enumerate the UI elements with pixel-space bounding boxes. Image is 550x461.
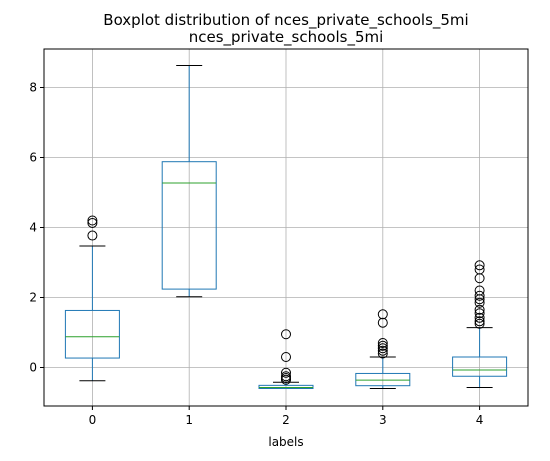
y-tick-label: 2 <box>29 291 37 305</box>
outlier-point <box>474 304 485 315</box>
x-tick-label: 1 <box>185 413 193 427</box>
outlier-point <box>377 340 388 351</box>
x-tick-label: 2 <box>282 413 290 427</box>
y-tick-label: 4 <box>29 221 37 235</box>
outlier-point <box>377 317 388 328</box>
box-group-4 <box>452 260 508 388</box>
outlier-point <box>377 345 388 356</box>
y-tick-label: 0 <box>29 361 37 375</box>
iqr-box <box>355 372 411 387</box>
iqr-box <box>452 356 508 377</box>
chart-suptitle: Boxplot distribution of nces_private_sch… <box>103 11 468 30</box>
iqr-box <box>64 309 120 359</box>
y-tick-label: 6 <box>29 151 37 165</box>
iqr-box <box>258 384 314 390</box>
box-layer <box>64 64 508 390</box>
outlier-point <box>87 217 98 228</box>
outlier-point <box>474 290 485 301</box>
outlier-point <box>377 309 388 320</box>
outlier-point <box>474 318 485 329</box>
box-group-0 <box>64 215 120 382</box>
outlier-point <box>474 285 485 296</box>
outlier-point <box>281 371 291 382</box>
outlier-point <box>281 367 291 378</box>
x-tick-label: 3 <box>379 413 387 427</box>
box-group-3 <box>355 309 411 389</box>
outlier-point <box>377 343 388 354</box>
x-axis-label: labels <box>268 435 303 449</box>
tick-layer: 0 2 4 6 8 0 1 2 3 4 <box>29 81 483 428</box>
outlier-point <box>87 215 98 226</box>
outlier-point <box>474 260 485 271</box>
box-group-1 <box>161 64 217 298</box>
chart-title: nces_private_schools_5mi <box>189 28 384 47</box>
box-group-2 <box>258 329 314 390</box>
outlier-point <box>474 297 485 308</box>
iqr-box <box>161 161 217 290</box>
outlier-point <box>281 329 291 340</box>
outlier-point <box>281 352 291 362</box>
grid-layer <box>44 49 528 406</box>
outlier-point <box>474 316 485 327</box>
outlier-point <box>377 338 388 348</box>
outlier-point <box>474 312 485 323</box>
y-tick-label: 8 <box>29 81 37 95</box>
x-tick-label: 4 <box>476 413 484 427</box>
x-tick-label: 0 <box>89 413 97 427</box>
outlier-point <box>474 264 485 275</box>
outlier-point <box>87 230 98 241</box>
outlier-point <box>474 308 485 319</box>
outlier-point <box>377 348 388 359</box>
